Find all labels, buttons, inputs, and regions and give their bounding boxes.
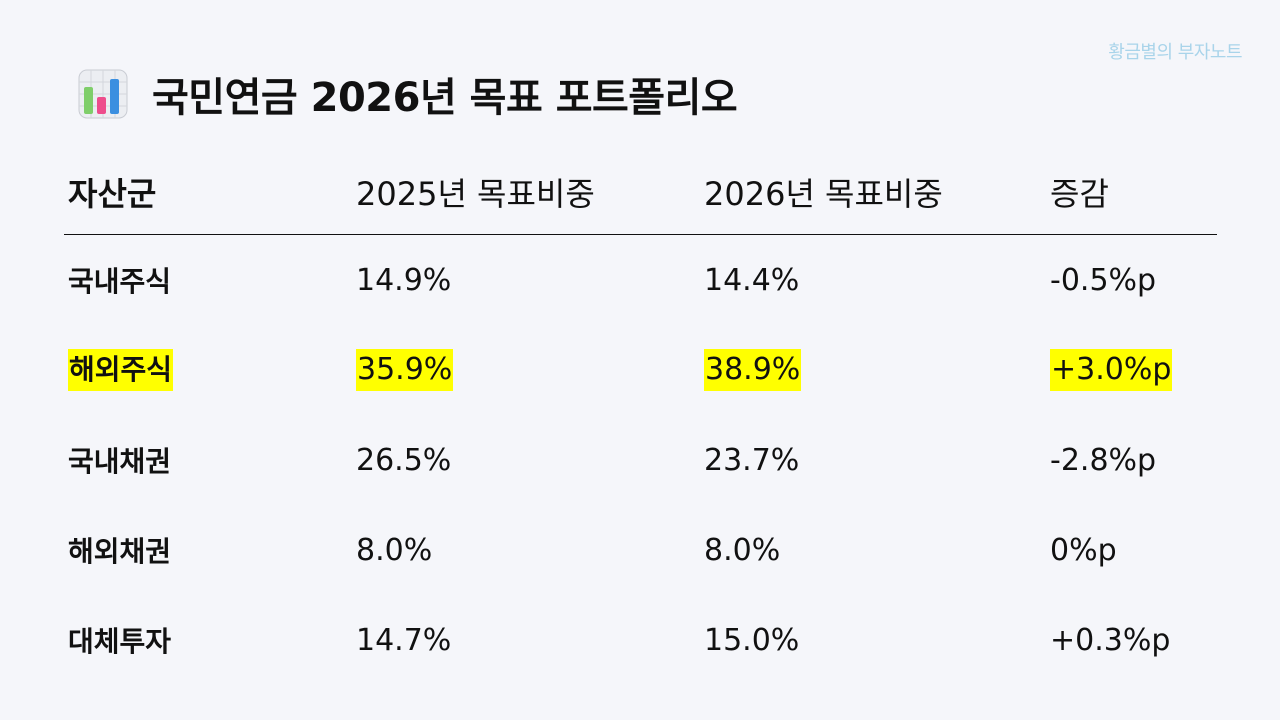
change-cell: 0%p bbox=[1050, 532, 1117, 568]
target-2025-cell: 14.9% bbox=[356, 262, 452, 298]
target-2026-cell: 15.0% bbox=[704, 622, 800, 658]
title-row: 국민연금 2026년 목표 포트폴리오 bbox=[78, 66, 738, 122]
header-2026-target: 2026년 목표비중 bbox=[704, 175, 943, 213]
asset-cell: 대체투자 bbox=[68, 625, 172, 658]
bar-chart-icon bbox=[78, 69, 128, 119]
header-2025-target: 2025년 목표비중 bbox=[356, 175, 595, 213]
change-cell: +3.0%p bbox=[1050, 349, 1173, 391]
change-cell: -0.5%p bbox=[1050, 262, 1157, 298]
asset-cell: 국내주식 bbox=[68, 265, 172, 298]
table-row: 국내주식 14.9% 14.4% -0.5%p bbox=[64, 235, 1217, 325]
header-asset-class: 자산군 bbox=[68, 175, 157, 213]
target-2026-cell: 14.4% bbox=[704, 262, 800, 298]
table-row-highlighted: 해외주식 35.9% 38.9% +3.0%p bbox=[64, 325, 1217, 415]
target-2025-cell: 35.9% bbox=[356, 349, 454, 391]
change-cell: -2.8%p bbox=[1050, 442, 1157, 478]
target-2025-cell: 8.0% bbox=[356, 532, 433, 568]
change-cell: +0.3%p bbox=[1050, 622, 1171, 658]
target-2026-cell: 8.0% bbox=[704, 532, 781, 568]
table-row: 대체투자 14.7% 15.0% +0.3%p bbox=[64, 595, 1217, 685]
asset-cell: 해외주식 bbox=[68, 349, 174, 391]
page-title: 국민연금 2026년 목표 포트폴리오 bbox=[152, 75, 738, 121]
target-2026-cell: 23.7% bbox=[704, 442, 800, 478]
table-row: 해외채권 8.0% 8.0% 0%p bbox=[64, 505, 1217, 595]
target-2025-cell: 26.5% bbox=[356, 442, 452, 478]
header-change: 증감 bbox=[1050, 175, 1109, 213]
target-2026-cell: 38.9% bbox=[704, 349, 802, 391]
table-row: 국내채권 26.5% 23.7% -2.8%p bbox=[64, 415, 1217, 505]
asset-cell: 국내채권 bbox=[68, 445, 172, 478]
portfolio-table: 자산군 2025년 목표비중 2026년 목표비중 증감 국내주식 14.9% … bbox=[64, 150, 1217, 685]
target-2025-cell: 14.7% bbox=[356, 622, 452, 658]
table-header-row: 자산군 2025년 목표비중 2026년 목표비중 증감 bbox=[64, 150, 1217, 235]
asset-cell: 해외채권 bbox=[68, 535, 172, 568]
watermark: 황금별의 부자노트 bbox=[1108, 42, 1242, 63]
